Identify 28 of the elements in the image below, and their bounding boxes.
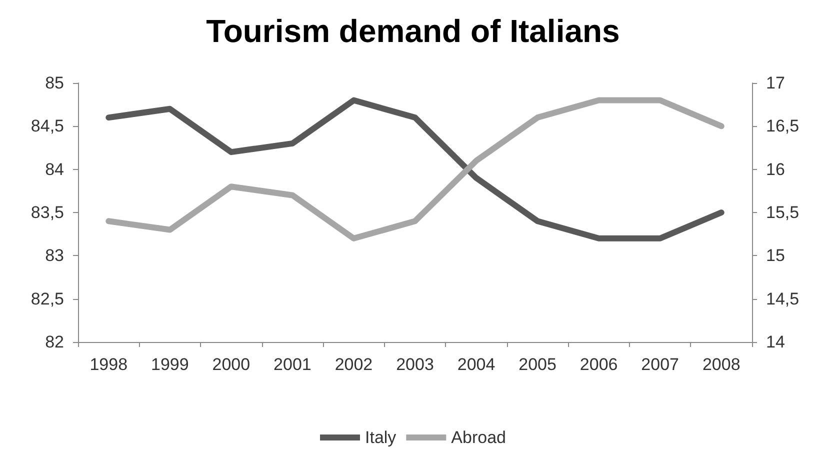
x-tick-label: 2002 bbox=[334, 355, 373, 374]
x-tick-label: 1998 bbox=[90, 355, 128, 374]
y2-tick-label: 16 bbox=[766, 160, 785, 179]
y-tick-label: 83,5 bbox=[30, 203, 64, 222]
x-tick-label: 2007 bbox=[641, 355, 680, 374]
x-tick-label: 2005 bbox=[518, 355, 556, 374]
x-tick-label: 2008 bbox=[702, 355, 740, 374]
y-tick-label: 85 bbox=[45, 74, 64, 92]
x-tick-label: 2000 bbox=[212, 355, 250, 374]
x-tick-label: 2004 bbox=[457, 355, 496, 374]
x-tick-label: 2006 bbox=[580, 355, 618, 374]
x-tick-label: 2001 bbox=[274, 355, 312, 374]
y2-tick-label: 15,5 bbox=[766, 203, 800, 222]
chart-title: Tourism demand of Italians bbox=[206, 13, 620, 49]
y-tick-label: 84,5 bbox=[30, 116, 64, 136]
legend-label: Italy bbox=[365, 428, 397, 447]
y2-tick-label: 14,5 bbox=[766, 289, 800, 308]
y2-tick-label: 16,5 bbox=[766, 116, 800, 136]
legend-label: Abroad bbox=[451, 428, 506, 447]
y-tick-label: 84 bbox=[45, 160, 64, 179]
x-tick-label: 1999 bbox=[150, 355, 189, 374]
y2-tick-label: 17 bbox=[766, 74, 785, 92]
y2-tick-label: 14 bbox=[766, 332, 785, 352]
x-tick-label: 2003 bbox=[396, 355, 434, 374]
y-tick-label: 83 bbox=[45, 246, 64, 266]
y-tick-label: 82 bbox=[45, 332, 64, 352]
y2-tick-label: 15 bbox=[766, 246, 785, 266]
y-tick-label: 82,5 bbox=[30, 289, 64, 308]
